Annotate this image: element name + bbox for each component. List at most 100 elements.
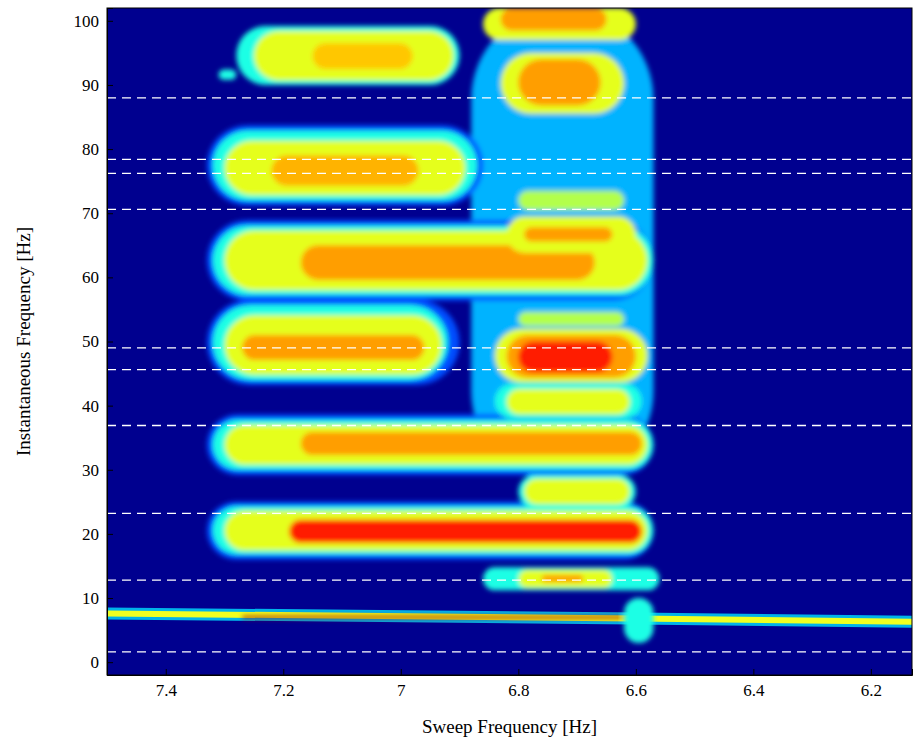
tick-label: 20 <box>82 525 99 544</box>
x-axis: 7.4 7.2 7 6.8 6.6 6.4 6.2 <box>108 669 913 700</box>
heatmap-region <box>501 53 624 114</box>
tick-label: 6.8 <box>508 681 529 700</box>
tick: 6.2 <box>861 669 882 700</box>
tick: 7.4 <box>156 669 178 700</box>
heatmap-region <box>225 315 442 375</box>
tick-mark <box>107 534 113 535</box>
chart: 7.4 7.2 7 6.8 6.6 6.4 6.2 0 10 20 30 40 50 60 70 80 90 10… <box>0 0 920 751</box>
heatmap-region <box>495 384 642 419</box>
heatmap-region <box>518 570 612 588</box>
heatmap-region <box>495 329 648 383</box>
heatmap-region <box>542 575 583 582</box>
heatmap-region <box>518 312 624 326</box>
tick-label: 6.4 <box>743 681 765 700</box>
tick: 7.2 <box>273 669 294 700</box>
y-axis-title: Instantaneous Frequency [Hz] <box>13 227 34 456</box>
heatmap-region <box>225 425 648 465</box>
tick-mark <box>107 598 113 599</box>
reference-line <box>107 209 912 210</box>
heatmap-region <box>507 216 636 253</box>
heatmap-region <box>501 8 607 30</box>
heatmap-region <box>213 130 477 200</box>
tick-label: 6.2 <box>861 681 882 700</box>
tick-label: 7.4 <box>156 681 178 700</box>
tick: 6.8 <box>508 669 529 700</box>
tick: 7 <box>397 669 406 700</box>
tick: 70 <box>82 204 113 223</box>
tick-label: 7 <box>397 681 406 700</box>
line-halo <box>107 613 912 621</box>
heatmap-region <box>518 475 636 508</box>
tick-mark <box>107 470 113 471</box>
heatmap-region <box>313 43 413 69</box>
tick-label: 60 <box>82 268 99 287</box>
tick-mark <box>107 342 113 343</box>
tick-mark <box>107 213 113 214</box>
tick-label: 6.6 <box>626 681 647 700</box>
plot-area <box>107 8 912 675</box>
heatmap-region <box>213 420 654 470</box>
tick: 100 <box>74 12 114 31</box>
tick-label: 70 <box>82 204 99 223</box>
heatmap-region <box>207 125 483 205</box>
reference-line <box>107 651 912 652</box>
line-series <box>107 613 912 621</box>
plot-background <box>107 8 912 675</box>
axis-line <box>108 669 913 676</box>
tick-mark <box>107 406 113 407</box>
tick-mark <box>518 669 519 675</box>
tick: 20 <box>82 525 113 544</box>
tick-mark <box>107 85 113 86</box>
tick-mark <box>753 669 754 675</box>
reference-line <box>107 579 912 580</box>
heatmap-region <box>272 156 419 186</box>
heatmap-region <box>254 31 454 80</box>
reference-line <box>107 173 912 174</box>
reference-line <box>107 425 912 426</box>
tick-label: 50 <box>82 332 99 351</box>
tick-mark <box>107 277 113 278</box>
tick: 6.6 <box>626 669 647 700</box>
heatmap-region <box>524 227 612 241</box>
tick: 40 <box>82 397 113 416</box>
heatmap-region <box>524 479 630 505</box>
heatmap-region <box>207 415 654 475</box>
heatmap-region <box>507 389 630 415</box>
tick-label: 30 <box>82 461 99 480</box>
tick-label: 90 <box>82 76 99 95</box>
heatmap-region <box>301 432 642 455</box>
heatmap-region <box>225 511 648 551</box>
tick-mark <box>283 669 284 675</box>
tick: 6.4 <box>743 669 765 700</box>
heatmap-region <box>624 598 653 643</box>
tick-label: 10 <box>82 589 99 608</box>
plot-frame <box>107 8 912 675</box>
tick-label: 80 <box>82 140 99 159</box>
tick: 50 <box>82 332 113 351</box>
y-axis: 0 10 20 30 40 50 60 70 80 90 100 <box>74 9 114 676</box>
tick-mark <box>871 669 872 675</box>
heatmap-region <box>207 220 654 300</box>
heatmap-region <box>207 300 460 385</box>
heatmap-region <box>225 141 466 196</box>
heatmap-region <box>518 342 612 373</box>
reference-line <box>107 513 912 514</box>
heatmap-region <box>483 567 659 590</box>
reference-line <box>107 97 912 98</box>
heatmap-region <box>483 8 636 40</box>
tick-label: 40 <box>82 397 99 416</box>
reference-line <box>107 347 912 348</box>
tick-mark <box>107 21 113 22</box>
heatmap-region <box>213 305 448 380</box>
tick-mark <box>107 662 113 663</box>
tick-mark <box>401 669 402 675</box>
heatmap-region <box>219 70 237 80</box>
heatmap-region <box>289 520 642 543</box>
tick-label: 0 <box>91 653 100 672</box>
reference-line <box>107 369 912 370</box>
heatmap-region <box>213 225 654 295</box>
tick-label: 100 <box>74 12 100 31</box>
tick-mark <box>107 149 113 150</box>
plot: 7.4 7.2 7 6.8 6.6 6.4 6.2 0 10 20 30 40 50 60 70 80 90 10… <box>74 8 913 700</box>
x-axis-title: Sweep Frequency [Hz] <box>422 716 597 737</box>
